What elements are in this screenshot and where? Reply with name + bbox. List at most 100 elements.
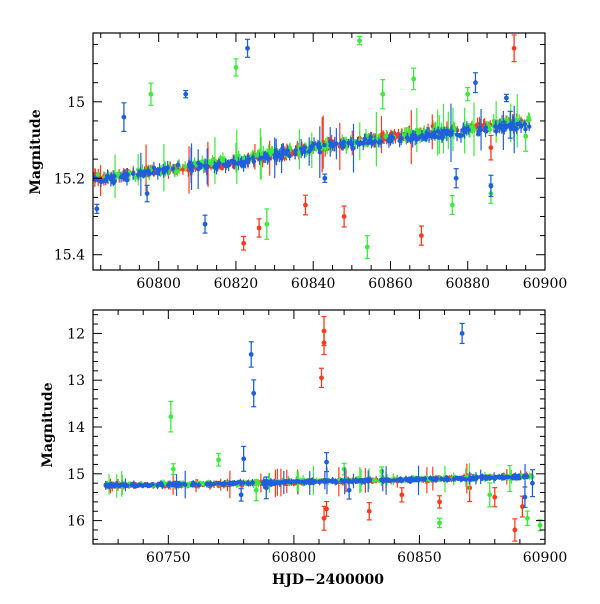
- x-tick-label: 60900: [523, 550, 568, 566]
- data-point: [214, 166, 219, 171]
- data-point: [445, 128, 450, 134]
- data-point: [438, 131, 444, 137]
- top-tick-labels: 60800 60820 60840 60860 60880 60900 15 15.2 15.4: [54, 95, 567, 292]
- data-point: [434, 476, 439, 482]
- data-point: [95, 172, 101, 178]
- outlier-point: [411, 76, 417, 82]
- data-point: [310, 143, 315, 148]
- data-point: [523, 127, 528, 132]
- bottom-x-axis-title: HJD−2400000: [272, 572, 384, 588]
- data-point: [274, 480, 280, 485]
- data-point: [477, 125, 482, 130]
- outlier-point: [144, 191, 150, 196]
- outlier-point: [183, 91, 189, 97]
- data-point: [125, 483, 130, 489]
- data-point: [112, 173, 117, 179]
- data-point: [332, 141, 337, 147]
- x-tick-label: 60880: [445, 276, 490, 292]
- data-point: [398, 477, 403, 482]
- data-point: [483, 475, 488, 480]
- outlier-point: [216, 457, 221, 463]
- data-point: [118, 482, 123, 488]
- outlier-point: [241, 456, 247, 462]
- data-point: [281, 480, 287, 485]
- data-point: [328, 143, 333, 148]
- data-point: [146, 170, 151, 176]
- data-point: [243, 159, 248, 165]
- data-point: [133, 175, 138, 180]
- y-tick-label: 15.2: [54, 171, 85, 187]
- data-point: [466, 127, 471, 133]
- y-tick-label: 15: [67, 467, 85, 483]
- data-point: [370, 140, 375, 146]
- data-point: [436, 135, 441, 140]
- data-point: [145, 482, 150, 488]
- data-point: [383, 478, 389, 483]
- data-point: [136, 483, 142, 488]
- outlier-point: [366, 508, 372, 514]
- outlier-point: [94, 206, 100, 212]
- data-point: [151, 165, 157, 171]
- data-point: [287, 145, 293, 150]
- data-point: [209, 161, 214, 166]
- x-tick-label: 60750: [146, 550, 191, 566]
- top-series-3: [93, 38, 532, 234]
- data-point: [211, 481, 217, 487]
- data-point: [170, 166, 176, 171]
- outlier-point: [357, 38, 362, 44]
- outlier-point: [253, 487, 259, 493]
- data-point: [351, 145, 356, 151]
- data-point: [391, 478, 397, 483]
- top-panel: 60800 60820 60840 60860 60880 60900 15 15.2 15.4…: [28, 32, 567, 292]
- data-point: [432, 134, 438, 140]
- y-tick-label: 15: [67, 95, 85, 111]
- data-point: [423, 135, 429, 140]
- data-point: [124, 177, 130, 183]
- data-point: [210, 158, 215, 163]
- data-point: [202, 163, 208, 168]
- x-tick-label: 60900: [523, 276, 568, 292]
- outlier-point: [465, 91, 471, 97]
- outlier-point: [437, 499, 442, 505]
- y-tick-label: 16: [67, 514, 85, 530]
- outlier-point: [507, 122, 513, 128]
- data-point: [414, 137, 419, 142]
- data-point: [121, 174, 127, 179]
- data-point: [192, 481, 197, 487]
- data-point: [432, 130, 437, 135]
- y-tick-label: 14: [67, 420, 85, 436]
- y-tick-label: 15.4: [54, 248, 85, 264]
- data-point: [208, 481, 213, 486]
- data-point: [266, 149, 271, 154]
- outlier-point: [488, 145, 494, 151]
- data-point: [192, 160, 197, 165]
- data-point: [156, 482, 162, 487]
- data-point: [449, 128, 454, 134]
- data-point: [357, 478, 363, 483]
- outlier-point: [512, 527, 518, 533]
- data-point: [293, 151, 298, 157]
- data-point: [322, 142, 327, 148]
- data-point: [113, 483, 118, 488]
- data-point: [503, 474, 509, 479]
- outlier-point: [522, 494, 528, 500]
- data-point: [478, 474, 483, 480]
- bottom-series-3: [103, 322, 535, 509]
- outlier-point: [238, 492, 244, 498]
- data-point: [226, 160, 231, 165]
- data-point: [300, 149, 305, 155]
- data-point: [488, 475, 493, 481]
- data-point: [239, 480, 244, 486]
- data-point: [112, 179, 117, 184]
- top-data-points: [93, 34, 532, 259]
- outlier-point: [379, 469, 385, 474]
- outlier-point: [449, 202, 455, 208]
- outlier-point: [364, 244, 370, 250]
- data-point: [239, 160, 244, 165]
- data-point: [297, 479, 302, 484]
- data-point: [175, 169, 180, 174]
- data-point: [233, 161, 238, 166]
- data-point: [428, 475, 433, 481]
- outlier-point: [488, 183, 494, 189]
- data-point: [378, 139, 384, 144]
